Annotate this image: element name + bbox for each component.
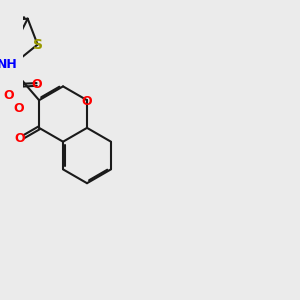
Text: O: O [13,102,24,116]
Text: O: O [4,88,14,102]
Text: O: O [32,78,42,91]
Text: O: O [82,95,92,108]
Text: NH: NH [0,58,17,71]
Text: S: S [33,38,43,52]
Text: O: O [15,132,25,146]
